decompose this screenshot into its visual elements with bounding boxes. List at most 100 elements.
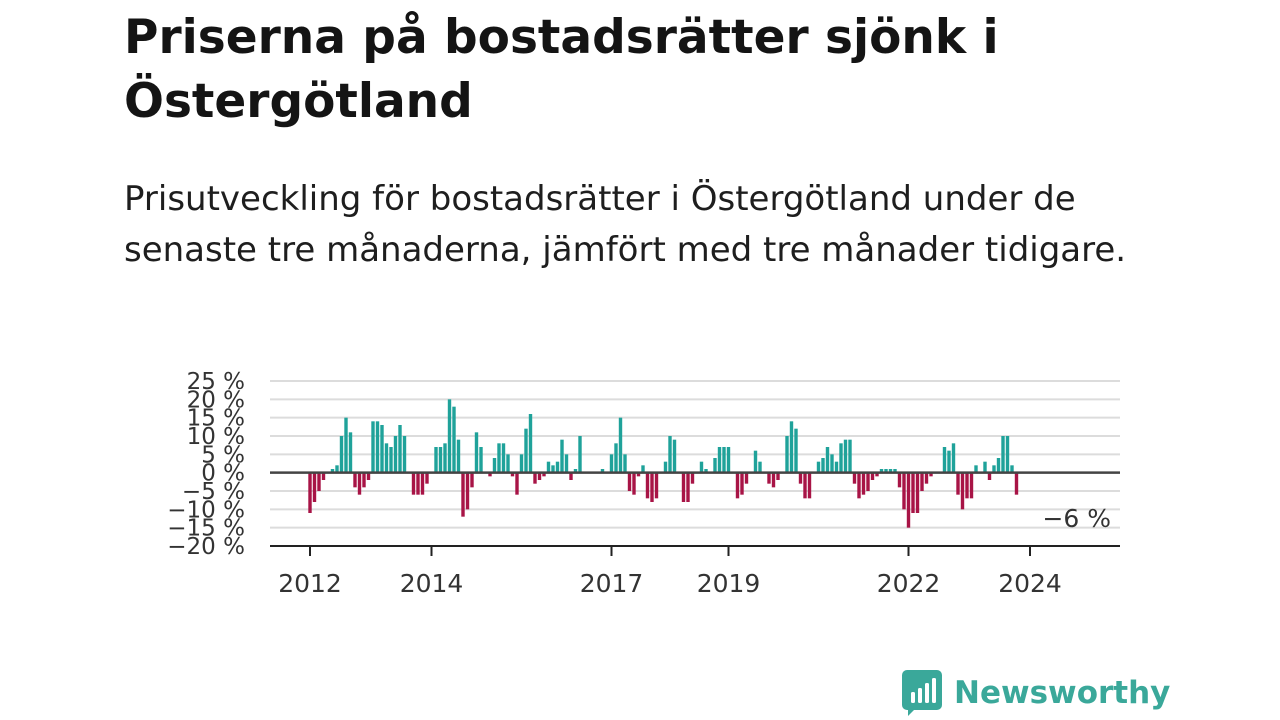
bar [546,461,551,473]
bar [906,472,911,528]
x-tick-label: 2012 [278,569,342,598]
bar [893,469,897,473]
bar [879,469,884,473]
bar [623,454,627,473]
y-tick-label: 20 % [187,387,245,413]
bar [713,458,717,473]
bar [776,472,780,480]
bar [794,428,798,473]
chart-subtitle: Prisutveckling för bostadsrätter i Öster… [124,179,1127,270]
latest-value-annotation: −6 % [1042,504,1111,533]
bar [384,443,389,473]
bar [344,417,348,473]
bar [470,472,474,488]
y-tick-label: 10 % [187,424,245,450]
y-tick-label: −5 % [182,479,245,505]
bar [389,447,393,473]
bar [308,472,312,513]
bar [366,472,371,480]
bar [992,465,996,473]
bar [636,472,641,477]
bar [704,469,708,473]
bar [951,443,956,473]
bar [960,472,965,510]
bar [542,472,546,477]
bar [519,454,524,473]
bar [983,461,987,473]
bar [807,472,812,499]
bar [533,472,537,484]
bar [722,447,726,473]
bar [902,472,906,510]
bar [353,472,357,488]
bar [555,461,560,473]
bar [834,461,839,473]
bar [497,443,501,473]
bar [875,472,879,477]
bar [645,472,650,499]
bar [744,472,749,484]
bar [380,425,384,473]
bar [515,472,519,495]
bar [821,458,825,473]
bar [969,472,974,499]
bar [362,472,366,488]
y-tick-label: −20 % [167,534,245,560]
newsworthy-logo: Newsworthy [902,670,1170,716]
bar [479,447,483,473]
bar [447,399,452,473]
bar [771,472,776,488]
bar [848,439,852,473]
x-tick-label: 2022 [877,569,941,598]
bar [767,472,771,484]
bar [929,472,933,477]
bar [843,439,848,473]
bar [551,465,555,473]
bar [681,472,686,502]
y-tick-label: −15 % [167,516,245,542]
x-tick-label: 2024 [998,569,1062,598]
bar [330,469,335,473]
bar [825,447,830,473]
chart-title: Priserna på bostadsrätter sjönk i Österg… [124,10,999,129]
bar [488,472,492,477]
bar [573,469,578,473]
x-tick-label: 2014 [400,569,464,598]
bar [560,439,564,473]
bar [456,439,461,473]
bar [443,443,447,473]
newsworthy-bar-chart-icon [902,670,942,716]
bar [501,443,506,473]
bar [690,472,695,484]
bar [398,425,402,473]
bar [632,472,636,495]
bar [375,421,380,473]
bar [672,439,677,473]
bar [888,469,893,473]
bar [668,436,672,473]
gridlines [270,380,1120,529]
axes [270,471,1120,556]
bar [614,443,618,473]
bar [335,465,339,473]
bar [339,436,344,473]
bar [420,472,425,495]
bar [987,472,992,480]
bar [348,432,353,473]
bars [308,399,1019,528]
bar [861,472,866,495]
bar [942,447,947,473]
bar [434,447,438,473]
y-tick-label: −10 % [167,497,245,523]
bar [816,461,821,473]
bar [609,454,614,473]
bar [510,472,515,477]
bar [416,472,420,495]
bar [641,465,645,473]
bar [956,472,960,495]
bar [618,417,623,473]
bar [452,406,456,473]
bar [650,472,654,502]
bar [506,454,510,473]
